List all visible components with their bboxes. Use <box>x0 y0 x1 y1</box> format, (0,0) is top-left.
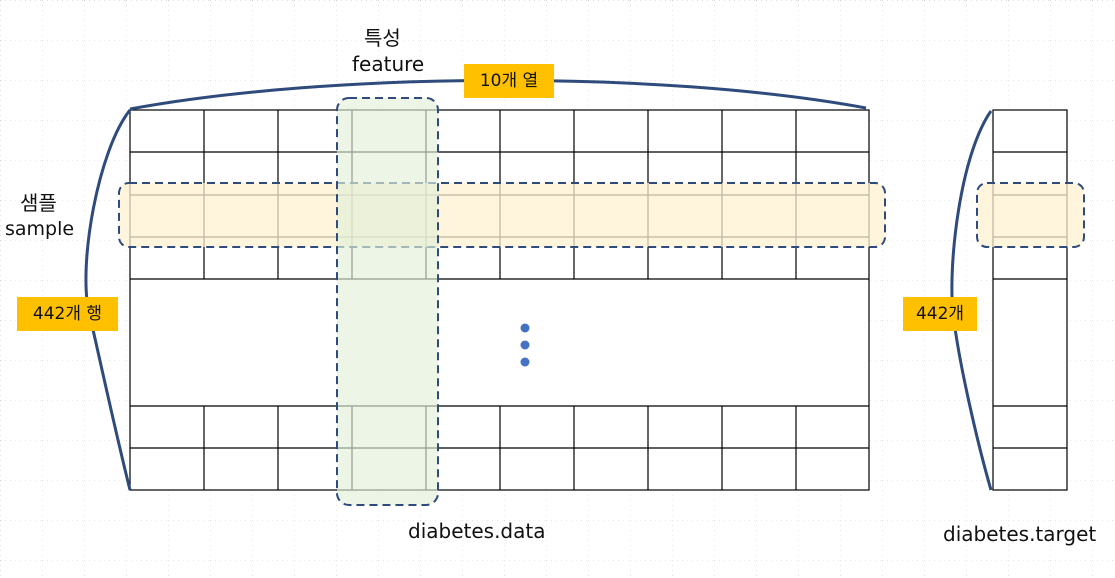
feature-label-ko: 특성 <box>364 26 401 50</box>
data-caption: diabetes.data <box>408 519 546 543</box>
feature-label-en: feature <box>352 52 425 76</box>
target-caption: diabetes.target <box>943 522 1097 546</box>
vertical-ellipsis-icon <box>520 323 530 367</box>
sample-label-ko: 샘플 <box>20 191 57 215</box>
target-column <box>992 109 1068 491</box>
sample-row-highlight <box>118 182 886 248</box>
feature-column-highlight <box>336 97 439 506</box>
rows-count-badge: 442개 행 <box>17 297 118 331</box>
target-sample-highlight <box>976 182 1085 248</box>
data-matrix <box>129 109 870 491</box>
sample-label-en: sample <box>5 218 75 240</box>
columns-count-badge: 10개 열 <box>464 64 554 98</box>
target-count-badge: 442개 <box>903 297 977 331</box>
